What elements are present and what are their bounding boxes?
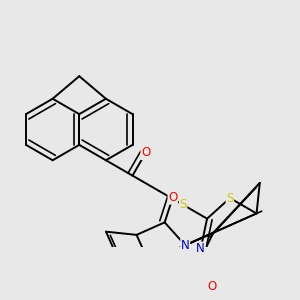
Text: N: N — [181, 239, 190, 252]
Text: O: O — [208, 280, 217, 293]
Text: N: N — [196, 242, 205, 255]
Text: S: S — [179, 198, 187, 211]
Text: O: O — [141, 146, 150, 160]
Text: S: S — [226, 192, 234, 205]
Text: O: O — [168, 191, 177, 204]
